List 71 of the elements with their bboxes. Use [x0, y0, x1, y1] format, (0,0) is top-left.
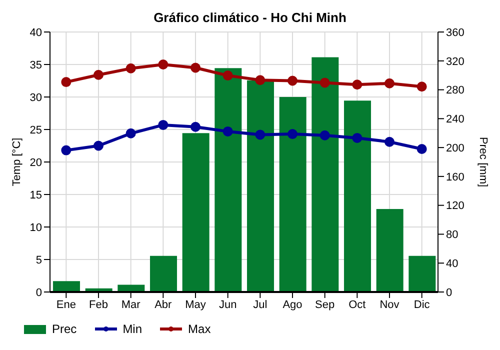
point — [61, 77, 72, 88]
point — [94, 140, 104, 151]
bar — [247, 80, 274, 292]
bar — [279, 97, 306, 292]
y-tick-label: 35 — [30, 59, 42, 72]
x-tick-label: Ene — [56, 298, 76, 311]
y2-tick-label: 280 — [446, 84, 464, 97]
bar — [376, 208, 404, 292]
point — [416, 82, 427, 92]
y2-axis-title: Prec [mm] — [477, 136, 490, 188]
point — [320, 130, 330, 140]
x-tick-label: Feb — [89, 298, 108, 311]
bar — [182, 133, 210, 292]
x-tick-label: May — [185, 298, 206, 311]
y-tick-label: 30 — [30, 92, 42, 104]
point — [352, 132, 362, 143]
bar — [53, 281, 80, 292]
x-tick-label: Nov — [380, 298, 400, 311]
point — [384, 78, 394, 88]
y-tick-label: 15 — [30, 189, 42, 202]
y2-tick-label: 240 — [446, 114, 464, 126]
y2-tick-label: 120 — [446, 200, 464, 212]
point — [158, 60, 168, 70]
point — [190, 122, 200, 132]
point — [352, 80, 362, 90]
x-tick-label: Abr — [154, 298, 172, 311]
y2-tick-label: 80 — [446, 229, 458, 242]
point — [288, 129, 298, 140]
point — [94, 70, 104, 80]
bar — [312, 57, 339, 292]
point — [190, 62, 200, 73]
point — [222, 126, 233, 136]
y-tick-label: 0 — [36, 286, 42, 299]
y2-tick-label: 0 — [446, 286, 452, 299]
x-tick-label: Mar — [121, 298, 141, 311]
y-tick-label: 40 — [30, 26, 42, 39]
chart-title: Gráfico climático - Ho Chi Minh — [152, 10, 348, 25]
y2-tick-label: 360 — [446, 26, 464, 39]
x-tick-label: Sep — [315, 298, 335, 311]
x-tick-label: Oct — [348, 298, 366, 311]
y-tick-label: 20 — [30, 156, 42, 169]
bar — [150, 256, 177, 292]
point — [61, 145, 72, 156]
legend-label: Max — [188, 322, 211, 336]
point — [288, 76, 298, 86]
bar — [214, 68, 242, 292]
y-tick-label: 10 — [30, 222, 42, 234]
point — [255, 130, 266, 140]
y-tick-label: 25 — [30, 124, 42, 136]
point — [158, 120, 168, 130]
point — [222, 70, 233, 81]
x-tick-label: Jul — [253, 298, 268, 311]
legend-label: Min — [122, 322, 142, 336]
y2-tick-label: 320 — [446, 56, 464, 68]
y2-tick-label: 200 — [446, 142, 464, 154]
x-tick-label: Jun — [218, 298, 237, 311]
y-axis-title: Temp [°C] — [10, 138, 23, 186]
point — [320, 78, 330, 88]
y2-tick-label: 160 — [446, 171, 464, 184]
x-tick-label: Dic — [414, 298, 430, 311]
point — [416, 144, 427, 154]
y-tick-label: 5 — [36, 254, 42, 266]
point — [384, 136, 394, 147]
point — [126, 128, 136, 138]
x-tick-label: Ago — [282, 298, 302, 311]
point — [126, 63, 136, 74]
y2-tick-label: 40 — [446, 258, 458, 270]
legend-label: Prec — [52, 322, 77, 336]
point — [255, 75, 266, 86]
bar — [344, 100, 371, 292]
bar — [408, 256, 436, 292]
